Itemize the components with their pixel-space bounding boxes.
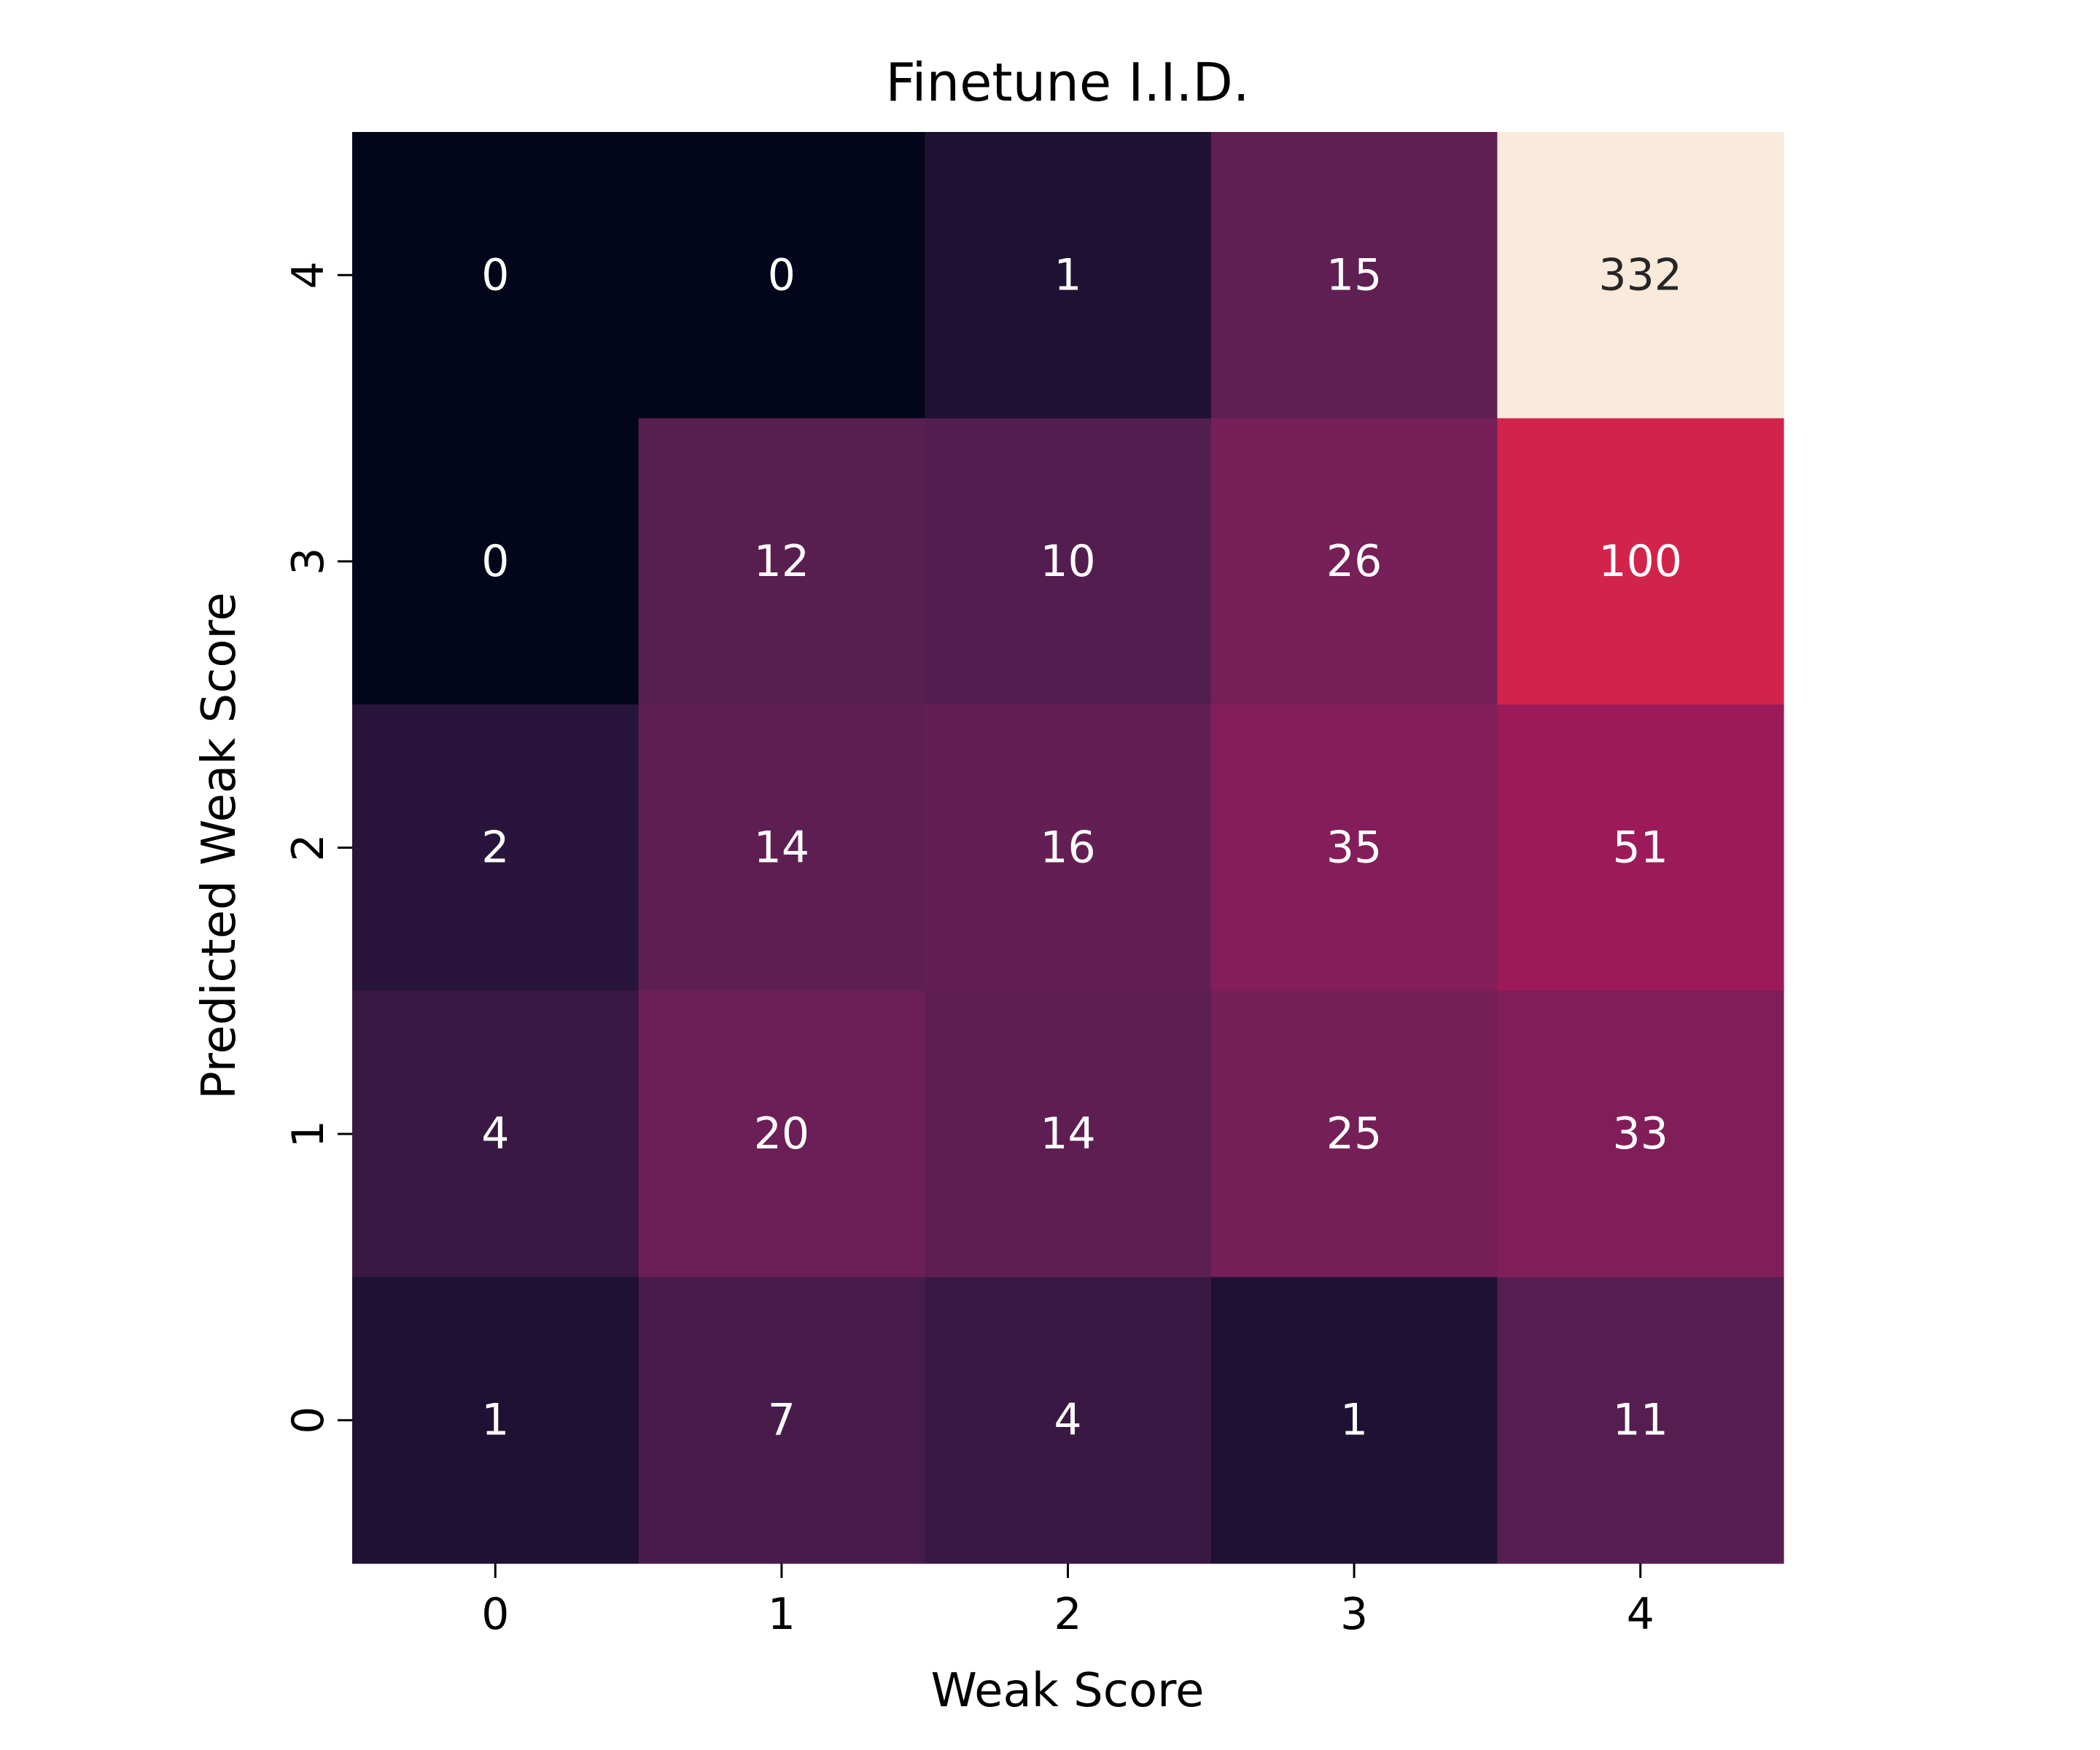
heatmap-cell-r1-c4 <box>1497 418 1784 705</box>
heatmap-cell-r4-c4 <box>1497 1277 1784 1564</box>
y-tick-label-2: 2 <box>283 833 334 861</box>
heatmap-cell-label-r3-c1: 20 <box>754 1108 809 1159</box>
heatmap-cell-label-r2-c4: 51 <box>1613 822 1668 874</box>
heatmap-cell-label-r2-c1: 14 <box>754 822 809 874</box>
heatmap-cell-r0-c2 <box>925 132 1212 419</box>
heatmap-cell-r1-c1 <box>638 418 925 705</box>
heatmap-cell-label-r3-c2: 14 <box>1040 1108 1095 1159</box>
x-tick-label-4: 4 <box>1627 1589 1654 1640</box>
heatmap-cell-label-r0-c4: 332 <box>1598 249 1682 300</box>
heatmap-cell-r2-c4 <box>1497 704 1784 992</box>
y-tick-label-3: 3 <box>283 548 334 575</box>
heatmap-cell-label-r0-c2: 1 <box>1054 249 1081 300</box>
x-axis-label: Weak Score <box>931 1664 1205 1718</box>
heatmap-cell-r0-c0 <box>352 132 639 419</box>
heatmap-cell-r3-c0 <box>352 990 639 1278</box>
heatmap-cell-label-r4-c4: 11 <box>1613 1395 1668 1446</box>
heatmap-cell-label-r0-c3: 15 <box>1326 249 1382 300</box>
heatmap-cell-r0-c3 <box>1210 132 1498 419</box>
heatmap-cell-r3-c1 <box>638 990 925 1278</box>
x-tick-label-2: 2 <box>1054 1589 1081 1640</box>
y-tick-label-0: 0 <box>283 1407 334 1434</box>
heatmap-cell-label-r1-c1: 12 <box>754 536 809 587</box>
heatmap-cell-label-r3-c0: 4 <box>481 1108 509 1159</box>
heatmap-cell-label-r3-c3: 25 <box>1326 1108 1382 1159</box>
y-axis-ticks: 4 3 2 1 0 <box>283 261 352 1434</box>
heatmap-cell-label-r4-c0: 1 <box>481 1395 509 1446</box>
heatmap-cell-label-r3-c4: 33 <box>1613 1108 1668 1159</box>
y-axis-label: Predicted Weak Score <box>192 592 246 1100</box>
heatmap-cell-label-r4-c2: 4 <box>1054 1395 1081 1446</box>
heatmap-cell-r3-c2 <box>925 990 1212 1278</box>
y-tick-label-4: 4 <box>283 261 334 289</box>
heatmap-cell-label-r2-c2: 16 <box>1040 822 1095 874</box>
heatmap-cell-label-r2-c3: 35 <box>1326 822 1382 874</box>
heatmap-cell-r2-c2 <box>925 704 1212 992</box>
heatmap-cell-label-r4-c3: 1 <box>1340 1395 1368 1446</box>
heatmap-cell-r4-c3 <box>1210 1277 1498 1564</box>
heatmap-cell-r2-c1 <box>638 704 925 992</box>
heatmap-cell-r3-c4 <box>1497 990 1784 1278</box>
x-tick-label-3: 3 <box>1340 1589 1368 1640</box>
chart-title: Finetune I.I.D. <box>885 52 1249 113</box>
heatmap-cell-r4-c0 <box>352 1277 639 1564</box>
heatmap-cell-r0-c4 <box>1497 132 1784 419</box>
y-tick-label-1: 1 <box>283 1120 334 1148</box>
heatmap-cell-label-r1-c3: 26 <box>1326 536 1382 587</box>
x-axis-ticks: 0 1 2 3 4 <box>481 1563 1654 1640</box>
heatmap-cell-r2-c0 <box>352 704 639 992</box>
heatmap-cell-r0-c1 <box>638 132 925 419</box>
heatmap-cell-r1-c3 <box>1210 418 1498 705</box>
heatmap-cell-r1-c2 <box>925 418 1212 705</box>
heatmap-cell-label-r2-c0: 2 <box>481 822 509 874</box>
heatmap-cell-label-r1-c4: 100 <box>1598 536 1682 587</box>
heatmap-cell-r1-c0 <box>352 418 639 705</box>
x-tick-label-0: 0 <box>481 1589 509 1640</box>
heatmap-cell-r4-c2 <box>925 1277 1212 1564</box>
heatmap-cell-label-r4-c1: 7 <box>768 1395 796 1446</box>
heatmap-cell-label-r0-c1: 0 <box>768 249 796 300</box>
heatmap-cell-label-r0-c0: 0 <box>481 249 509 300</box>
heatmap-cell-label-r1-c0: 0 <box>481 536 509 587</box>
heatmap-cells <box>352 132 1784 1564</box>
heatmap-cell-r4-c1 <box>638 1277 925 1564</box>
heatmap-cell-label-r1-c2: 10 <box>1040 536 1095 587</box>
x-tick-label-1: 1 <box>768 1589 796 1640</box>
heatmap-cell-labels: 0 0 1 15 332 0 12 10 26 100 2 14 16 35 51 4 20 14 25 33 1 7 4 1… <box>481 249 1682 1445</box>
heatmap-cell-r3-c3 <box>1210 990 1498 1278</box>
heatmap-cell-r2-c3 <box>1210 704 1498 992</box>
